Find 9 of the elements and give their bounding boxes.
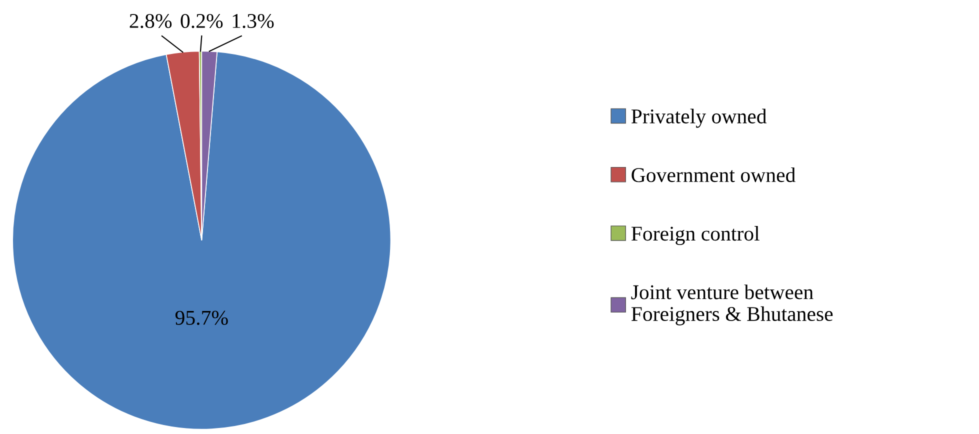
legend-label: Privately owned [631,108,767,128]
data-label: 2.8% [130,14,172,28]
data-label: 95.7% [175,310,228,325]
legend-label: Foreign control [631,226,760,246]
data-label: 0.2% [180,14,223,28]
pie-slice [12,51,392,430]
legend-label: Joint venture between Foreigners & Bhutanese [631,284,833,326]
legend-label: Government owned [632,167,796,182]
data-label: 1.3% [232,14,274,28]
